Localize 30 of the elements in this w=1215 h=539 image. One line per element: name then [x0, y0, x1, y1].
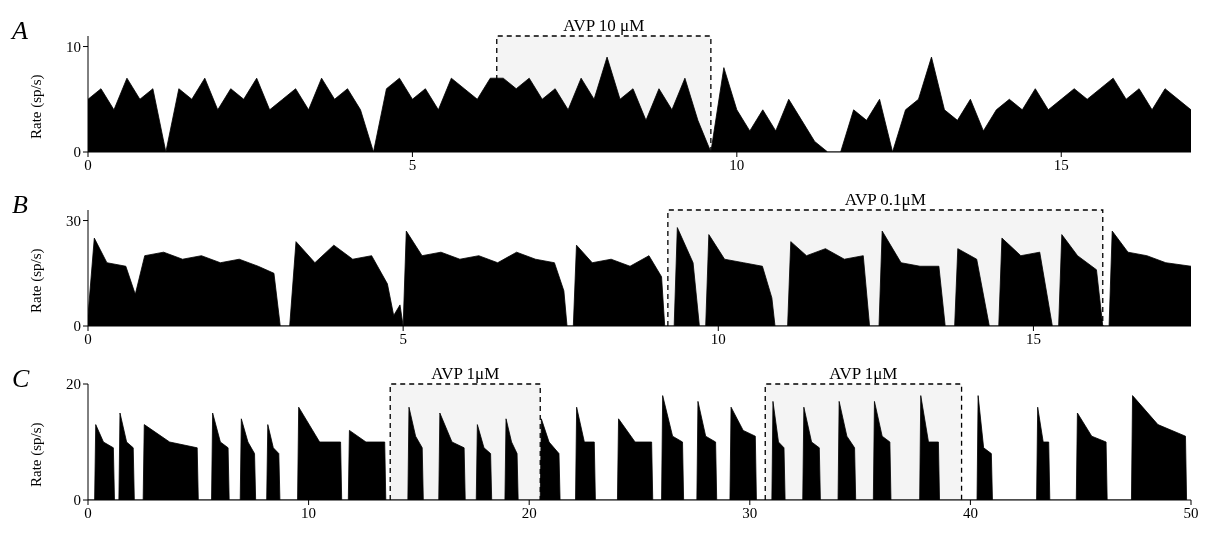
y-tick-label: 0 [73, 492, 81, 509]
band-label: AVP 1μM [431, 364, 500, 383]
x-tick-label: 0 [84, 156, 92, 173]
y-tick-label: 0 [73, 318, 81, 335]
y-axis-title: Rate (sp/s) [28, 422, 46, 487]
y-tick-label: 10 [66, 38, 81, 55]
x-tick-label: 5 [399, 330, 407, 347]
y-tick-label: 30 [66, 212, 81, 229]
y-tick-label: 0 [73, 144, 81, 161]
x-tick-label: 30 [742, 504, 758, 521]
x-tick-label: 0 [84, 330, 92, 347]
y-axis-title: Rate (sp/s) [28, 74, 46, 139]
x-tick-label: 10 [729, 156, 745, 173]
band-label: AVP 0.1μM [844, 190, 926, 209]
x-tick-label: 15 [1025, 330, 1041, 347]
x-tick-label: 40 [962, 504, 978, 521]
x-tick-label: 10 [710, 330, 726, 347]
y-tick-label: 20 [66, 376, 81, 393]
x-tick-label: 50 [1183, 504, 1199, 521]
x-tick-label: 10 [301, 504, 317, 521]
band-label: AVP 1μM [829, 364, 898, 383]
chart-title: B [12, 190, 28, 220]
x-tick-label: 0 [84, 504, 92, 521]
chart-title: C [12, 364, 30, 394]
chart-title: A [12, 16, 28, 46]
band-label: AVP 10 μM [563, 16, 645, 35]
x-tick-label: 5 [408, 156, 417, 173]
x-tick-label: 20 [521, 504, 537, 521]
y-axis-title: Rate (sp/s) [28, 248, 46, 313]
x-tick-label: 15 [1053, 156, 1069, 173]
